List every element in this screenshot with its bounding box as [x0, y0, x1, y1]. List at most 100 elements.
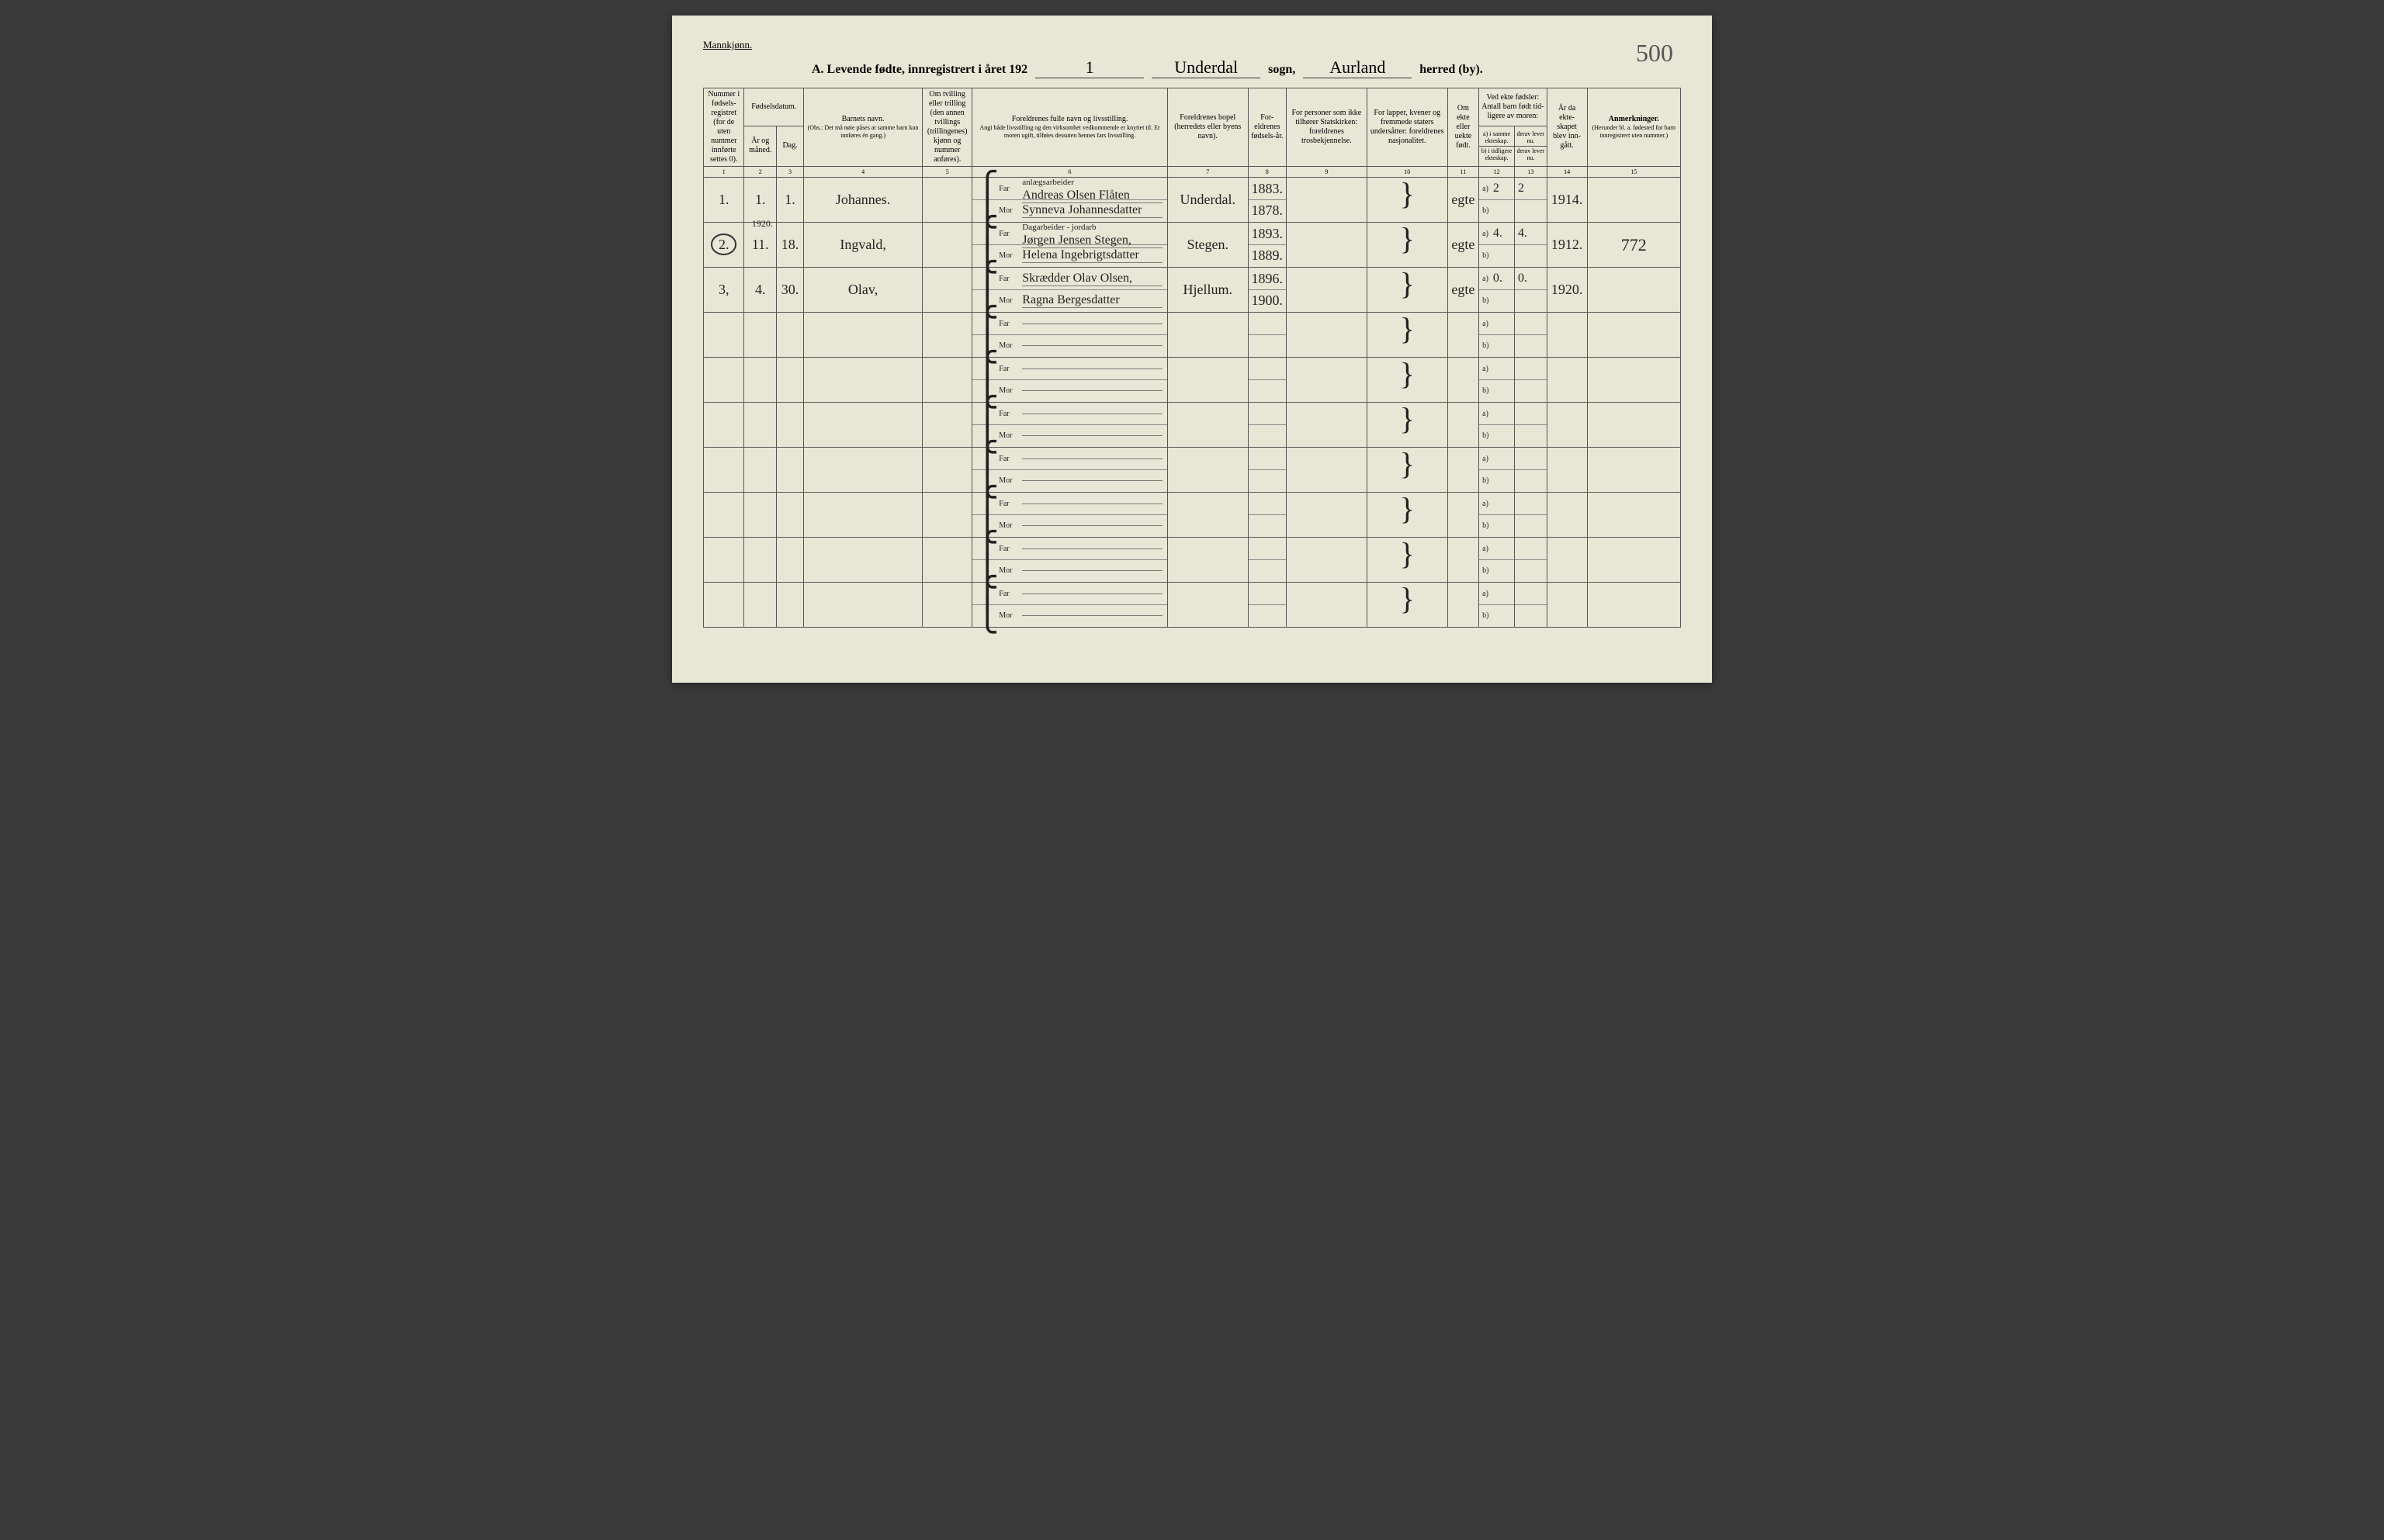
birthyear-cell	[1248, 583, 1286, 628]
table-header: Nummer i fødsels-registret (for de uten …	[704, 88, 1681, 178]
mor-label: Mor	[999, 296, 1022, 305]
religion-cell	[1286, 268, 1367, 313]
hdr-parents: Foreldrenes fulle navn og livsstilling. …	[972, 88, 1168, 167]
table-row: 3, 4. 30. Olav, ⎧ Far Skrædder Olav Olse…	[704, 268, 1681, 313]
mor-value	[1022, 390, 1163, 391]
month-cell: 4.	[744, 268, 777, 313]
hdr-num: Nummer i fødsels-registret (for de uten …	[704, 88, 744, 167]
twin-cell	[923, 268, 972, 313]
prev-a-cell: a) b)	[1479, 583, 1515, 628]
hdr-c12: a) i samme ekteskap. b) i tidligere ekte…	[1479, 126, 1515, 167]
parents-cell: ⎧ Far Dagarbeider - jordarbJørgen Jensen…	[972, 223, 1168, 268]
far-label: Far	[999, 410, 1022, 418]
register-table: Nummer i fødsels-registret (for de uten …	[703, 88, 1681, 628]
hdr-birthyear: For-eldrenes fødsels-år.	[1248, 88, 1286, 167]
mor-label: Mor	[999, 566, 1022, 575]
prev-lever-cell	[1515, 538, 1547, 583]
ekte-cell: egte	[1447, 178, 1478, 223]
birthyear-cell	[1248, 493, 1286, 538]
prev-lever-cell: 0.	[1515, 268, 1547, 313]
num-cell: 2.	[704, 223, 744, 268]
prev-a-cell: a) 0. b)	[1479, 268, 1515, 313]
far-label: Far	[999, 500, 1022, 508]
birthyear-cell	[1248, 313, 1286, 358]
parents-cell: ⎧ Far ⎩ Mor	[972, 583, 1168, 628]
birthyear-cell	[1248, 538, 1286, 583]
parents-cell: ⎧ Far ⎩ Mor	[972, 403, 1168, 448]
prev-lever-cell	[1515, 313, 1547, 358]
birthyear-cell: 1896. 1900.	[1248, 268, 1286, 313]
marryear-cell: 1914.	[1547, 178, 1587, 223]
day-cell: 1.	[777, 178, 804, 223]
hdr-ekte: Om ekte eller uekte født.	[1447, 88, 1478, 167]
name-cell: Ingvald,	[804, 223, 923, 268]
ekte-cell: egte	[1447, 223, 1478, 268]
num-cell: 3,	[704, 268, 744, 313]
mor-value	[1022, 345, 1163, 346]
mor-label: Mor	[999, 431, 1022, 440]
twin-cell	[923, 178, 972, 223]
birthyear-cell: 1883. 1878.	[1248, 178, 1286, 223]
birthyear-cell: 1893. 1889.	[1248, 223, 1286, 268]
prev-a-cell: a) b)	[1479, 358, 1515, 403]
nationality-cell: }	[1367, 178, 1447, 223]
parents-cell: ⎧ Far ⎩ Mor	[972, 313, 1168, 358]
nationality-cell: }	[1367, 268, 1447, 313]
mor-value: Synneva Johannesdatter	[1022, 203, 1163, 218]
ekte-cell: egte	[1447, 268, 1478, 313]
prev-lever-cell	[1515, 403, 1547, 448]
far-label: Far	[999, 455, 1022, 463]
mor-label: Mor	[999, 251, 1022, 260]
sogn-name: Underdal	[1152, 57, 1260, 78]
name-cell: Olav,	[804, 268, 923, 313]
month-cell: 1.	[744, 178, 777, 223]
prev-lever-cell	[1515, 358, 1547, 403]
mor-value	[1022, 570, 1163, 571]
prev-a-cell: a) b)	[1479, 403, 1515, 448]
parents-cell: ⎧ Far ⎩ Mor	[972, 448, 1168, 493]
table-row-empty: ⎧ Far ⎩ Mor } a) b)	[704, 403, 1681, 448]
bopel-cell: Underdal.	[1167, 178, 1248, 223]
table-row-empty: ⎧ Far ⎩ Mor } a) b)	[704, 448, 1681, 493]
mor-value: Ragna Bergesdatter	[1022, 293, 1163, 308]
far-value: Dagarbeider - jordarbJørgen Jensen Stege…	[1022, 220, 1163, 248]
hdr-notes: Anmerkninger. (Herunder bl. a. fødested …	[1587, 88, 1680, 167]
hdr-month: År og måned.	[744, 126, 777, 167]
note-cell	[1587, 268, 1680, 313]
prev-lever-cell	[1515, 448, 1547, 493]
table-row-empty: ⎧ Far ⎩ Mor } a) b)	[704, 358, 1681, 403]
far-label: Far	[999, 365, 1022, 373]
parents-cell: ⎧ Far ⎩ Mor	[972, 493, 1168, 538]
prev-lever-cell	[1515, 493, 1547, 538]
num-cell: 1.	[704, 178, 744, 223]
prev-lever-cell: 4.	[1515, 223, 1547, 268]
prev-a-cell: a) b)	[1479, 448, 1515, 493]
table-row-empty: ⎧ Far ⎩ Mor } a) b)	[704, 313, 1681, 358]
hdr-day: Dag.	[777, 126, 804, 167]
prev-a-cell: a) 4. b)	[1479, 223, 1515, 268]
far-label: Far	[999, 590, 1022, 598]
prev-lever-cell	[1515, 583, 1547, 628]
table-row-empty: ⎧ Far ⎩ Mor } a) b)	[704, 583, 1681, 628]
birthyear-cell	[1248, 358, 1286, 403]
register-page: Mannkjønn. 500 A. Levende fødte, innregi…	[672, 16, 1712, 683]
name-cell: Johannes.	[804, 178, 923, 223]
table-row-empty: ⎧ Far ⎩ Mor } a) b)	[704, 493, 1681, 538]
herred-name: Aurland	[1303, 57, 1412, 78]
hdr-date-group: Fødselsdatum.	[744, 88, 804, 126]
marryear-cell: 1912.	[1547, 223, 1587, 268]
far-label: Far	[999, 275, 1022, 283]
prev-a-cell: a) 2 b)	[1479, 178, 1515, 223]
far-value: anlægsarbeiderAndreas Olsen Flåten	[1022, 175, 1163, 203]
far-label: Far	[999, 320, 1022, 328]
sogn-label: sogn,	[1268, 63, 1295, 77]
day-cell: 30.	[777, 268, 804, 313]
birthyear-cell	[1248, 448, 1286, 493]
prev-a-cell: a) b)	[1479, 493, 1515, 538]
hdr-marryear: År da ekte-skapet blev inn-gått.	[1547, 88, 1587, 167]
mor-label: Mor	[999, 386, 1022, 395]
mor-value	[1022, 480, 1163, 481]
mor-value	[1022, 615, 1163, 616]
bopel-cell: Stegen.	[1167, 223, 1248, 268]
table-row: 1. 1. 1. Johannes. ⎧ Far anlægsarbeiderA…	[704, 178, 1681, 223]
